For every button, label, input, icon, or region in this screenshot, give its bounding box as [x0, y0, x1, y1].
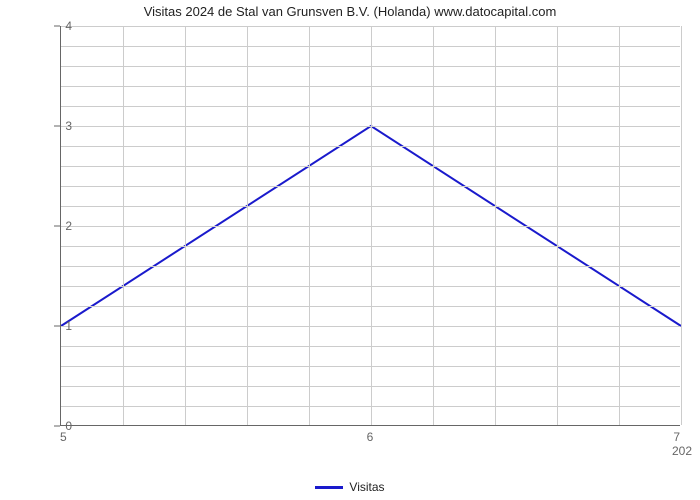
y-tick	[54, 426, 60, 427]
y-tick-label: 2	[65, 219, 72, 233]
gridline-v	[371, 26, 372, 425]
x-tick-label: 7	[673, 430, 680, 444]
y-tick	[54, 126, 60, 127]
legend: Visitas	[0, 480, 700, 494]
y-tick	[54, 226, 60, 227]
gridline-v-minor	[619, 26, 620, 425]
legend-swatch	[315, 486, 343, 489]
chart-title: Visitas 2024 de Stal van Grunsven B.V. (…	[0, 4, 700, 19]
legend-label: Visitas	[349, 480, 384, 494]
y-tick-label: 1	[65, 319, 72, 333]
y-tick-label: 3	[65, 119, 72, 133]
x-corner-label: 202	[672, 444, 692, 458]
gridline-v-minor	[247, 26, 248, 425]
x-tick-label: 5	[60, 430, 67, 444]
x-tick-label: 6	[367, 430, 374, 444]
gridline-v-minor	[185, 26, 186, 425]
y-tick	[54, 26, 60, 27]
plot-area	[60, 26, 680, 426]
gridline-v-minor	[309, 26, 310, 425]
y-tick-label: 4	[65, 19, 72, 33]
gridline-v-minor	[433, 26, 434, 425]
gridline-v	[681, 26, 682, 425]
gridline-v-minor	[495, 26, 496, 425]
gridline-v-minor	[557, 26, 558, 425]
gridline-v-minor	[123, 26, 124, 425]
y-tick	[54, 326, 60, 327]
